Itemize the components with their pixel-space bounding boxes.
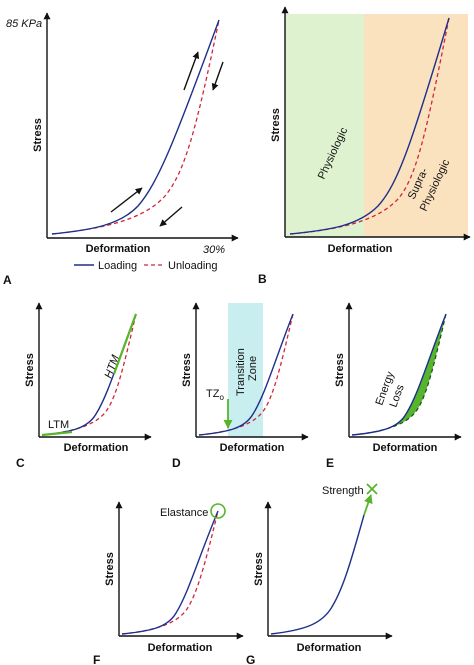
failure-x-icon <box>366 483 378 495</box>
arrow-unloading-upper <box>211 61 224 91</box>
physiologic-zone <box>285 14 364 237</box>
max-strain-label: 30% <box>203 244 225 256</box>
legend-loading-label: Loading <box>98 260 137 272</box>
unloading-curve <box>351 313 447 436</box>
y-axis-title: Stress <box>181 353 193 387</box>
panel-b: Physiologic Supra- Physiologic Stress De… <box>258 6 471 286</box>
panel-g: Strength Stress Deformation G <box>246 483 393 665</box>
y-axis-title: Stress <box>32 118 44 152</box>
panel-e: Energy Loss Stress Deformation E <box>326 302 462 470</box>
transition-zone <box>228 303 263 437</box>
unloading-curve <box>198 313 294 436</box>
loading-curve <box>270 514 365 635</box>
panel-letter-g: G <box>246 653 255 665</box>
x-axis-title: Deformation <box>148 642 213 654</box>
unloading-curve <box>41 313 137 436</box>
strength-arrow <box>363 494 373 516</box>
y-axis-title: Stress <box>253 552 265 586</box>
x-axis-title: Deformation <box>297 642 362 654</box>
ltm-highlight <box>41 430 73 437</box>
x-axis-title: Deformation <box>328 243 393 255</box>
panel-d: TZo Transition Zone Stress Deformation D <box>172 302 309 470</box>
x-axis-title: Deformation <box>86 243 151 255</box>
ltm-label: LTM <box>48 419 69 431</box>
htm-highlight <box>112 313 138 375</box>
unloading-curve <box>51 19 220 235</box>
arrow-loading-lower <box>110 187 143 213</box>
tz-label: TZo <box>206 388 224 402</box>
htm-label: HTM <box>103 353 123 380</box>
loading-curve <box>121 510 219 635</box>
loading-curve <box>289 17 450 235</box>
arrow-loading-upper <box>183 51 200 91</box>
legend-unloading-label: Unloading <box>168 260 218 272</box>
panel-letter-e: E <box>326 456 334 470</box>
arrow-unloading-lower <box>159 206 183 227</box>
x-axis-title: Deformation <box>373 442 438 454</box>
elastance-circle <box>210 503 226 519</box>
panel-letter-b: B <box>258 272 267 286</box>
panel-letter-d: D <box>172 456 181 470</box>
panel-letter-f: F <box>93 653 100 665</box>
zone-label: Zone <box>247 356 259 381</box>
x-axis-title: Deformation <box>220 442 285 454</box>
unloading-curve <box>121 510 219 635</box>
loading-curve <box>41 313 137 436</box>
elastance-label: Elastance <box>160 507 208 519</box>
y-axis-title: Stress <box>24 353 36 387</box>
transition-label: Transition <box>235 348 247 396</box>
energy-loss-area <box>352 314 446 435</box>
loading-curve <box>351 313 447 436</box>
panel-f: Elastance Stress Deformation F <box>93 501 244 665</box>
strength-label: Strength <box>322 485 364 497</box>
panel-letter-c: C <box>16 456 25 470</box>
loading-curve <box>51 19 220 235</box>
y-axis-title: Stress <box>104 552 116 586</box>
y-axis-title: Stress <box>334 353 346 387</box>
loading-curve <box>198 313 294 436</box>
panel-letter-a: A <box>3 273 12 287</box>
max-stress-label: 85 KPa <box>6 18 42 30</box>
y-axis-title: Stress <box>270 108 282 142</box>
panel-c: HTM LTM Stress Deformation C <box>16 302 152 470</box>
panel-a: 85 KPa Stress Deformation 30% Loading Un… <box>3 12 239 287</box>
x-axis-title: Deformation <box>64 442 129 454</box>
